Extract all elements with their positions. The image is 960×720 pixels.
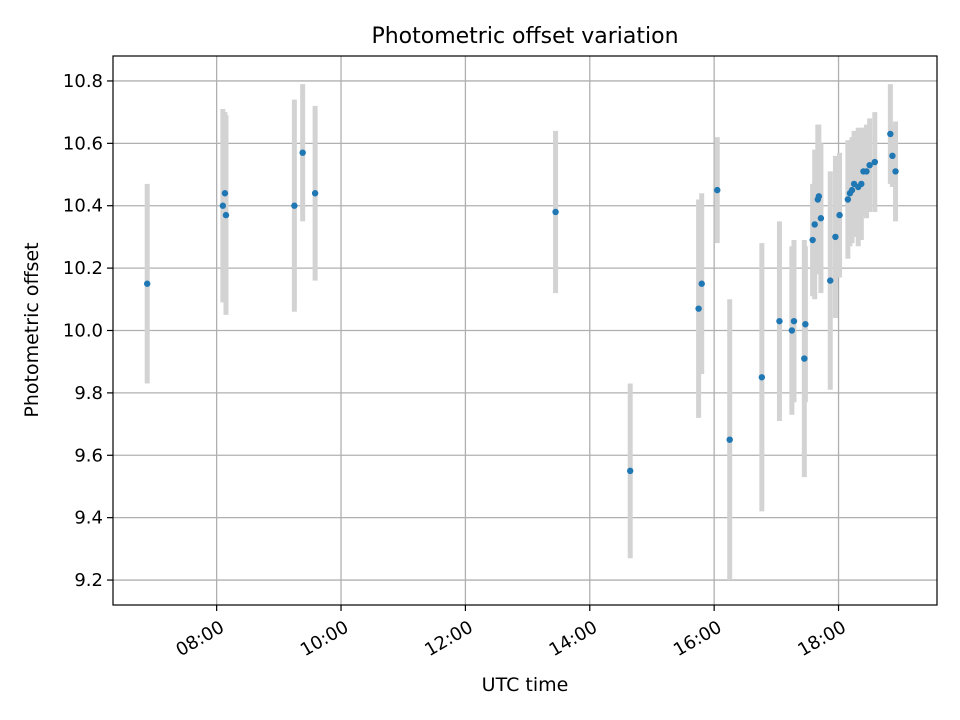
y-tick-label: 9.2 [74,570,103,591]
data-point [758,374,766,381]
data-point [848,186,856,194]
data-point [858,180,865,188]
chart-title: Photometric offset variation [371,24,678,49]
data-point [291,202,298,209]
data-point [892,168,899,175]
data-point [801,355,808,362]
y-tick-label: 10.8 [63,71,103,92]
data-point [863,168,870,175]
data-point [802,321,809,328]
data-point [726,436,733,443]
data-point [827,277,834,284]
data-point [219,202,227,209]
y-tick-label: 10.4 [63,196,103,217]
data-point [811,221,818,228]
y-tick-label: 9.4 [74,508,103,529]
data-point [714,186,721,194]
data-point [698,280,705,287]
y-tick-label: 9.8 [74,383,103,404]
data-point [299,149,306,156]
data-point [815,193,823,200]
data-point [809,236,816,244]
y-tick-label: 9.6 [74,445,103,466]
y-axis-title: Photometric offset [21,242,43,417]
data-point [866,161,873,169]
data-point [817,215,825,222]
data-point [776,317,783,325]
point-layer [144,130,899,475]
data-point [311,190,319,197]
data-point [889,152,896,160]
x-axis-title: UTC time [482,674,569,696]
grid-layer [113,56,937,605]
y-tick-label: 10.2 [63,258,103,279]
y-tick-label: 10.6 [63,133,103,154]
data-point [144,280,151,287]
data-point [695,305,702,312]
data-point [790,317,798,325]
data-point [887,130,894,138]
data-point [221,190,229,197]
data-point [844,196,852,203]
data-point [627,467,634,475]
data-point [871,158,879,166]
data-point [832,233,839,241]
data-point [836,211,843,219]
data-point [552,208,559,216]
data-point [222,211,230,219]
y-tick-label: 10.0 [63,321,103,342]
data-point [788,327,796,334]
